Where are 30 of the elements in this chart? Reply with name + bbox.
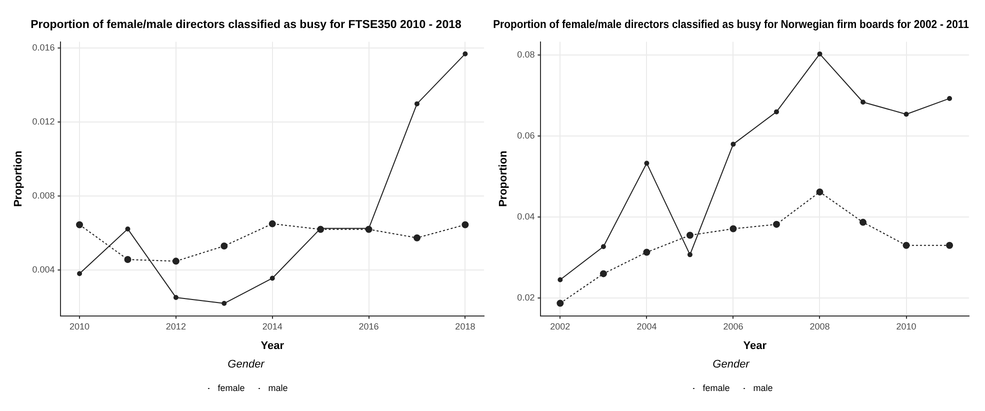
y-axis-title: Proportion [12,150,25,207]
legend-label: male [753,382,773,393]
x-tick-label: 2006 [723,322,744,332]
x-tick-label: 2008 [810,322,830,332]
legend-title: Gender [228,358,266,370]
x-tick-label: 2016 [358,322,379,332]
y-tick-label: 0.06 [517,130,535,141]
x-tick-label: 2018 [455,322,476,332]
x-tick-label: 2002 [550,322,570,332]
y-tick-label: 0.008 [32,190,55,200]
y-tick-label: 0.012 [32,116,55,126]
y-tick-label: 0.02 [517,292,535,302]
y-tick-label: 0.08 [517,50,535,60]
legend-label: female [702,382,730,393]
y-tick-label: 0.04 [517,212,535,222]
y-axis-title: Proportion [498,150,510,207]
legend-label: male [268,382,288,393]
legend-title: Gender [712,358,751,370]
y-tick-label: 0.004 [32,264,55,275]
x-tick-label: 2004 [636,322,657,332]
chart-title: Proportion of female/male directors classified as busy for FTSE350 2010 - 2018 [30,19,462,32]
x-axis-title: Year [743,340,768,352]
legend-label: female [218,382,245,393]
chart-title: Proportion of female/male directors classified as busy for Norwegian firm boards for 2002 - 2011 [493,18,969,32]
x-axis-title: Year [260,340,285,352]
x-tick-label: 2014 [262,322,282,332]
x-tick-label: 2010 [70,322,90,332]
x-tick-label: 2012 [166,322,186,332]
y-tick-label: 0.016 [32,42,55,52]
x-tick-label: 2010 [896,322,916,332]
